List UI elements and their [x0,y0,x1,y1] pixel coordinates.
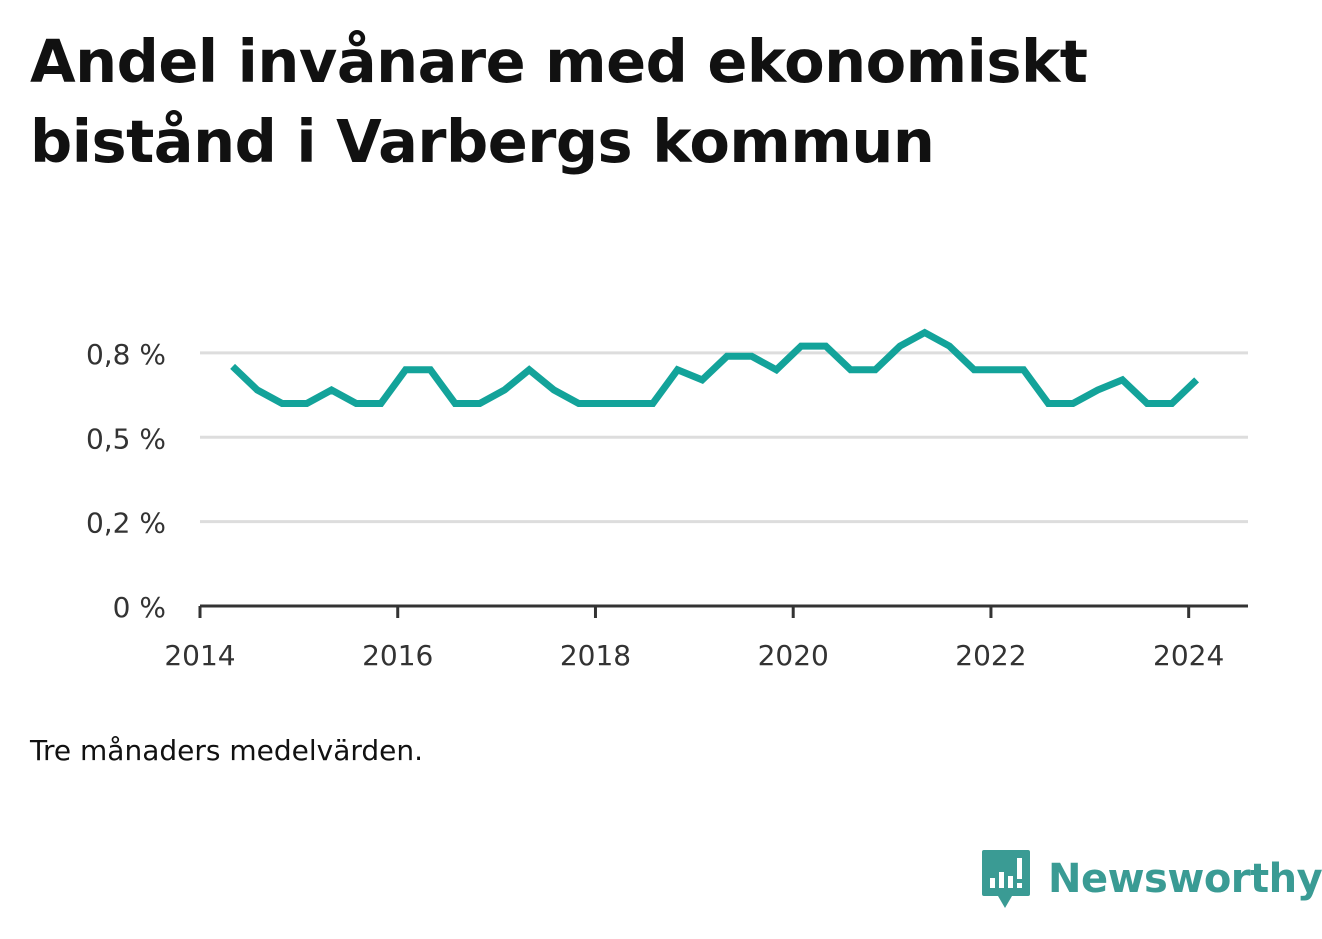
gridlines [200,351,1248,524]
x-tick-label: 2020 [758,639,829,672]
chart-title-line-2: bistånd i Varbergs kommun [30,107,935,176]
brand-name: Newsworthy [1048,856,1322,902]
y-tick-label: 0 % [113,591,166,624]
chart-title: Andel invånare med ekonomiskt bistånd i … [30,22,1230,182]
chart-title-line-1: Andel invånare med ekonomiskt [30,27,1088,96]
x-tick-label: 2018 [560,639,631,672]
x-tick-label: 2014 [164,639,235,672]
series-line [230,328,1200,407]
x-axis: 2014 2016 2018 2020 2022 2024 [164,604,1248,672]
y-tick-label: 0,2 % [86,507,166,540]
y-tick-label: 0,5 % [86,422,166,455]
x-tick-label: 2022 [955,639,1026,672]
chart-note: Tre månaders medelvärden. [30,734,424,767]
brand: Newsworthy [980,848,1322,910]
series-layer [230,328,1200,407]
x-tick-label: 2024 [1153,639,1224,672]
newsworthy-logo-icon [982,850,1030,908]
x-tick-label: 2016 [362,639,433,672]
y-tick-label: 0,8 % [86,338,166,371]
y-axis-labels: 0 % 0,2 % 0,5 % 0,8 % [86,338,166,624]
